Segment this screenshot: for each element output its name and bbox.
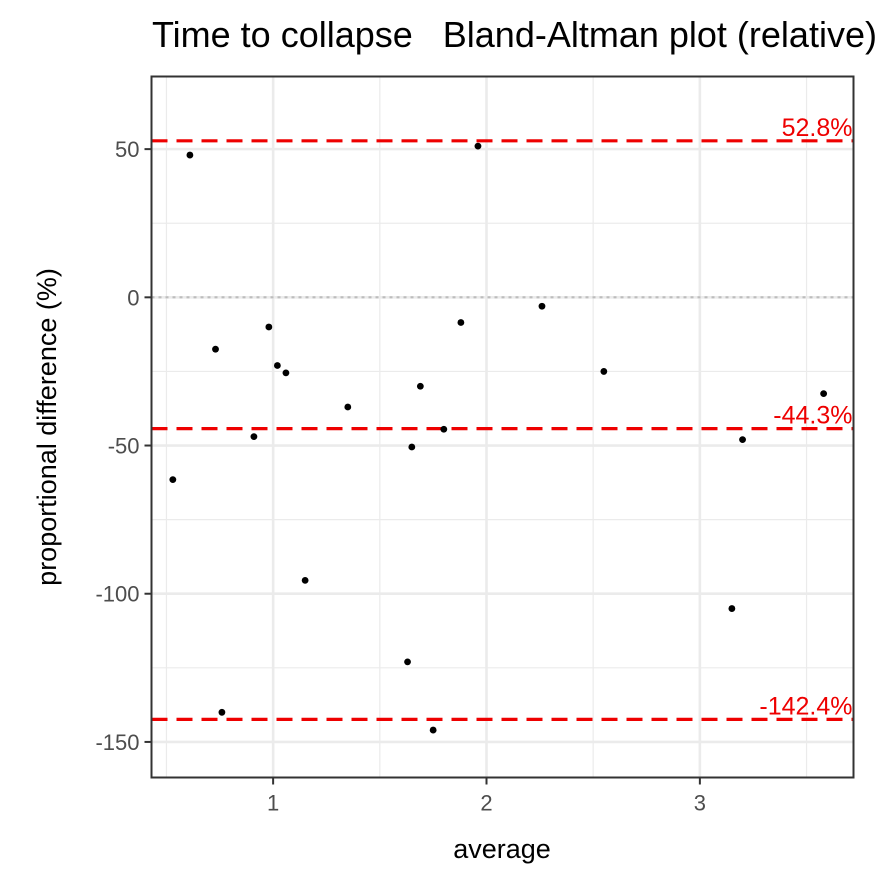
data-points xyxy=(169,142,828,734)
data-point xyxy=(457,319,465,326)
data-point xyxy=(186,151,194,159)
limit-of-agreement-label: 52.8% xyxy=(782,114,853,142)
data-point xyxy=(440,425,448,433)
data-point xyxy=(404,658,411,666)
x-axis-ticks: 1 2 3 xyxy=(267,777,706,816)
chart-title: Time to collapse Bland-Altman plot (rela… xyxy=(152,14,877,55)
limits-of-agreement: 52.8% -44.3% -142.4% xyxy=(151,114,854,722)
data-point xyxy=(474,142,482,150)
data-point xyxy=(538,302,546,310)
plot-panel-background xyxy=(151,76,854,778)
x-tick-label: 1 xyxy=(267,791,279,816)
y-tick-label: 0 xyxy=(127,285,139,310)
data-point xyxy=(416,382,424,390)
data-point xyxy=(739,436,746,443)
data-point xyxy=(265,323,273,331)
y-tick-label: -150 xyxy=(95,730,139,755)
y-tick-label: -50 xyxy=(108,434,140,459)
data-point xyxy=(429,726,437,734)
data-point xyxy=(169,476,177,484)
data-point xyxy=(600,368,608,375)
data-point xyxy=(728,605,736,612)
data-point xyxy=(408,443,416,451)
x-tick-label: 2 xyxy=(480,791,492,816)
data-point xyxy=(250,433,258,441)
plot-panel-border xyxy=(150,75,855,779)
data-point xyxy=(273,362,281,369)
data-point xyxy=(218,708,226,716)
x-axis-title: average xyxy=(453,834,551,864)
data-point xyxy=(344,403,352,411)
y-axis-ticks: 50 0 -50 -100 -150 xyxy=(95,137,152,755)
limit-of-agreement-label: -44.3% xyxy=(773,402,852,430)
data-point xyxy=(282,369,290,377)
y-tick-label: -100 xyxy=(95,582,139,607)
y-tick-label: 50 xyxy=(115,137,139,162)
limit-of-agreement-label: -142.4% xyxy=(759,692,852,720)
data-point xyxy=(301,576,309,584)
data-point xyxy=(820,390,828,398)
x-tick-label: 3 xyxy=(694,791,706,816)
data-point xyxy=(212,345,219,353)
y-axis-title: proportional difference (%) xyxy=(32,268,62,586)
